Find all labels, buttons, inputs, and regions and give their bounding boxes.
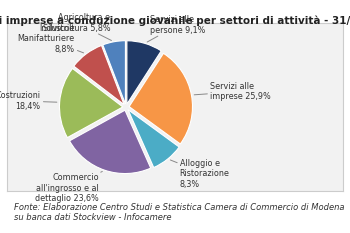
Text: Alloggio e
Ristorazione
8,3%: Alloggio e Ristorazione 8,3%	[170, 159, 230, 189]
Text: Costruzioni
18,4%: Costruzioni 18,4%	[0, 91, 57, 111]
Text: Servizi alle
imprese 25,9%: Servizi alle imprese 25,9%	[194, 82, 271, 101]
Wedge shape	[60, 69, 123, 138]
Wedge shape	[74, 45, 124, 105]
Text: Fonte: Elaborazione Centro Studi e Statistica Camera di Commercio di Modena
su b: Fonte: Elaborazione Centro Studi e Stati…	[14, 203, 344, 222]
Wedge shape	[103, 41, 125, 104]
Text: Industrie
Manifatturiere
8,8%: Industrie Manifatturiere 8,8%	[18, 24, 84, 54]
Wedge shape	[129, 53, 193, 144]
Wedge shape	[127, 41, 161, 104]
Wedge shape	[128, 110, 179, 168]
Text: Commercio
all'ingrosso e al
dettaglio 23,6%: Commercio all'ingrosso e al dettaglio 23…	[35, 171, 102, 203]
Text: Quota di imprese a conduzione giovanile per settori di attività - 31/03/2023: Quota di imprese a conduzione giovanile …	[0, 15, 350, 26]
Wedge shape	[70, 110, 151, 174]
Text: Agricoltura e
Silvicoltura 5,8%: Agricoltura e Silvicoltura 5,8%	[43, 13, 111, 41]
Text: Servizi alle
persone 9,1%: Servizi alle persone 9,1%	[147, 15, 205, 42]
